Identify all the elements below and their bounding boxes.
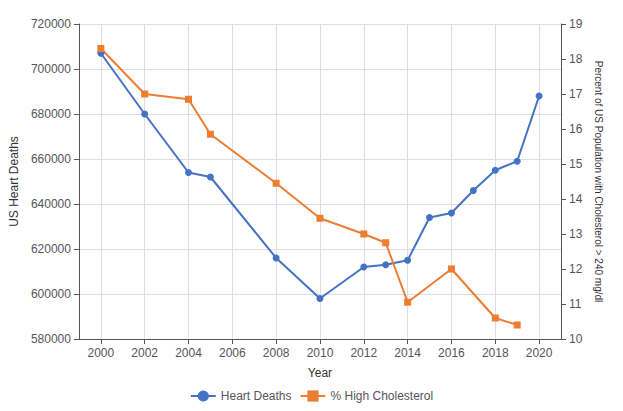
svg-text:600000: 600000 (31, 287, 71, 301)
svg-text:2002: 2002 (131, 346, 158, 360)
svg-text:620000: 620000 (31, 242, 71, 256)
svg-text:2008: 2008 (263, 346, 290, 360)
svg-text:2020: 2020 (526, 346, 553, 360)
svg-text:Percent of US Population with: Percent of US Population with Cholestero… (593, 61, 604, 303)
svg-text:720000: 720000 (31, 17, 71, 31)
svg-text:Heart Deaths: Heart Deaths (221, 389, 292, 403)
svg-text:2010: 2010 (307, 346, 334, 360)
svg-text:US Heart Deaths: US Heart Deaths (7, 136, 21, 227)
svg-text:17: 17 (569, 87, 583, 101)
svg-text:11: 11 (569, 297, 582, 311)
svg-text:580000: 580000 (31, 332, 71, 346)
svg-text:% High Cholesterol: % High Cholesterol (330, 389, 433, 403)
svg-text:2018: 2018 (482, 346, 509, 360)
svg-text:640000: 640000 (31, 197, 71, 211)
svg-text:2000: 2000 (88, 346, 115, 360)
svg-text:2012: 2012 (350, 346, 377, 360)
svg-text:16: 16 (569, 122, 583, 136)
svg-text:18: 18 (569, 52, 583, 66)
svg-text:14: 14 (569, 192, 583, 206)
svg-text:10: 10 (569, 332, 583, 346)
svg-text:2014: 2014 (394, 346, 421, 360)
svg-text:12: 12 (569, 262, 583, 276)
svg-text:660000: 660000 (31, 152, 71, 166)
svg-text:Year: Year (308, 366, 332, 380)
svg-text:19: 19 (569, 17, 583, 31)
svg-text:2004: 2004 (175, 346, 202, 360)
svg-text:2006: 2006 (219, 346, 246, 360)
svg-text:700000: 700000 (31, 62, 71, 76)
svg-text:680000: 680000 (31, 107, 71, 121)
svg-text:13: 13 (569, 227, 583, 241)
svg-text:15: 15 (569, 157, 583, 171)
svg-text:2016: 2016 (438, 346, 465, 360)
